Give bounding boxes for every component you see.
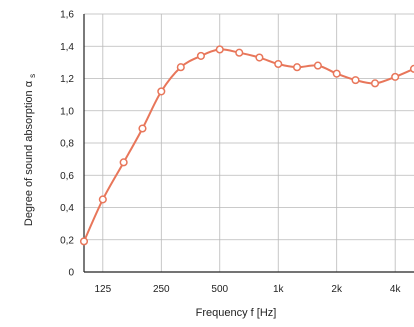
y-axis-title-text: Degree of sound absorption α (23, 80, 35, 226)
y-tick-label-1: 0,2 (60, 235, 74, 246)
data-point-6 (196, 51, 205, 60)
data-point-12 (313, 61, 322, 70)
data-point-13 (332, 69, 341, 78)
x-tick-label-1: 250 (153, 284, 170, 295)
y-tick-label-8: 1,6 (60, 10, 74, 21)
y-tick-label-7: 1,4 (60, 42, 74, 53)
data-point-10 (274, 59, 283, 69)
x-tick-label-0: 125 (94, 284, 111, 295)
x-tick-label-4: 2k (331, 284, 343, 295)
data-point-0 (79, 237, 89, 246)
y-tick-label-0: 0 (68, 268, 74, 279)
data-point-16 (391, 72, 400, 81)
data-point-5 (176, 63, 185, 72)
data-point-2 (119, 158, 128, 167)
y-tick-label-3: 0,6 (60, 171, 74, 182)
x-tick-label-2: 500 (211, 284, 228, 295)
data-point-4 (157, 87, 166, 96)
data-point-17 (409, 64, 414, 73)
y-tick-label-5: 1,0 (60, 106, 74, 117)
series-layer (79, 45, 414, 246)
x-tick-label-3: 1k (273, 284, 285, 295)
axes-layer (83, 14, 414, 273)
data-point-15 (370, 79, 380, 88)
data-point-11 (293, 63, 302, 72)
y-tick-label-4: 0,8 (60, 139, 74, 150)
y-tick-label-2: 0,4 (60, 203, 74, 214)
x-axis-title: Frequency f [Hz] (196, 307, 277, 319)
data-point-3 (138, 124, 147, 133)
y-axis-title: Degree of sound absorption α s (23, 74, 37, 226)
ticks-layer: 0 0,2 0,4 0,6 0,8 1,0 1,2 1,4 1,6 125 250 500 1k 2k 4k (60, 10, 401, 296)
y-tick-label-6: 1,2 (60, 74, 74, 85)
y-axis-title-subscript: s (28, 74, 37, 78)
x-tick-label-5: 4k (390, 284, 402, 295)
data-point-7 (215, 45, 224, 54)
data-point-8 (235, 48, 244, 57)
data-point-14 (351, 76, 360, 85)
grid-layer (84, 13, 414, 273)
data-point-1 (98, 195, 107, 204)
data-point-9 (255, 53, 264, 62)
